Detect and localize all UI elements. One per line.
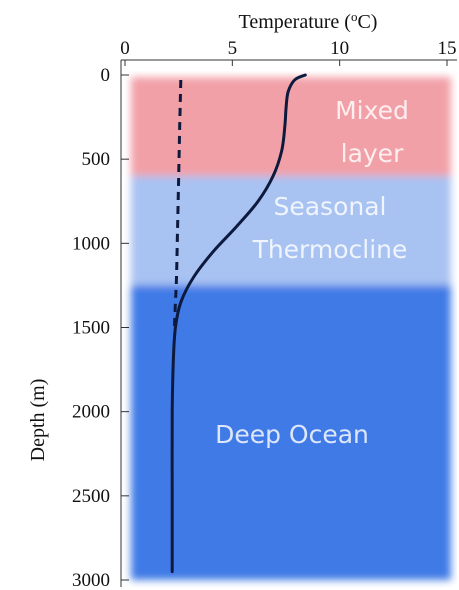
- x-tick-label: 15: [438, 38, 457, 59]
- series-layer: [170, 73, 307, 574]
- y-axis-title: Depth (m): [27, 379, 49, 462]
- zone-label: Thermocline: [252, 235, 408, 264]
- zone-label: layer: [341, 139, 404, 168]
- zone-band-mixed-layer: [131, 77, 451, 176]
- y-tick-label: 2000: [72, 402, 110, 423]
- y-axis-ticks: 0 500 1000 1500 2000 2500 3000: [72, 65, 129, 590]
- zone-label: Seasonal: [273, 192, 386, 221]
- ocean-zones: [121, 71, 457, 588]
- solid-temperature-line: [170, 73, 307, 574]
- x-tick-label: 10: [330, 38, 349, 59]
- y-tick-label: 500: [82, 149, 111, 170]
- y-tick-label: 0: [101, 65, 111, 86]
- x-axis-title: Temperature (oC): [239, 9, 378, 33]
- y-tick-label: 1000: [72, 233, 110, 254]
- zone-label: Deep Ocean: [215, 420, 369, 449]
- zone-labels: Mixed layer Seasonal Thermocline Deep Ocean: [215, 96, 409, 449]
- x-tick-label: 0: [120, 38, 130, 59]
- dashed-temperature-line: [172, 79, 183, 328]
- x-tick-label: 5: [228, 38, 238, 59]
- zone-band-deep-ocean: [131, 285, 451, 580]
- zone-band-seasonal-thermocline: [131, 176, 451, 286]
- zone-label: Mixed: [335, 96, 409, 125]
- axis-frame: [120, 59, 457, 587]
- x-axis-ticks: 0 5 10 15: [120, 38, 457, 66]
- y-tick-label: 3000: [72, 570, 110, 590]
- y-tick-label: 2500: [72, 486, 110, 507]
- y-tick-label: 1500: [72, 318, 110, 339]
